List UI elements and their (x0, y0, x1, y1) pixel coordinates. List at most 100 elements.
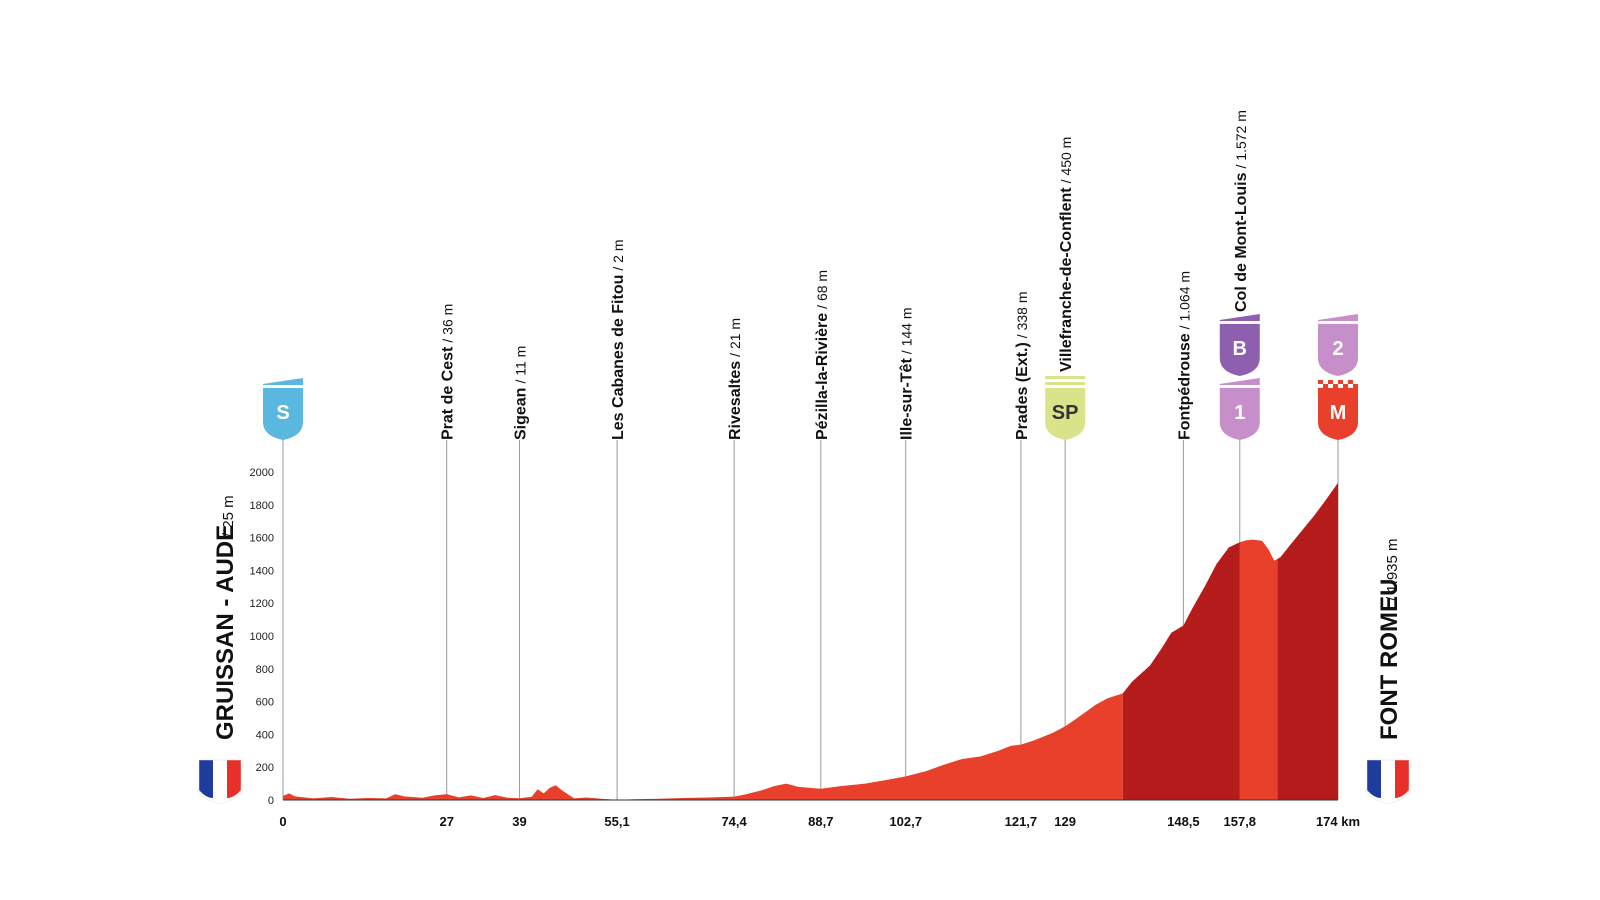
waypoint-label: Prat de Cest / 36 m (440, 304, 457, 440)
x-tick-label: 102,7 (889, 814, 922, 829)
waypoint-altitude: / 338 m (1014, 291, 1030, 338)
checker-square (1348, 380, 1353, 384)
badge-shield (1045, 388, 1086, 440)
profile-segment (283, 482, 1123, 800)
profile-segment (1277, 482, 1338, 800)
waypoint-label: Col de Mont-Louis / 1.572 m (1233, 110, 1250, 312)
waypoint-name: Ille-sur-Têt (899, 358, 916, 440)
waypoint-name: Prat de Cest (440, 346, 457, 440)
badge-label: S (276, 402, 289, 424)
badge-shield (1318, 388, 1358, 440)
checker-square (1343, 384, 1348, 388)
badge-start-icon: S (263, 378, 303, 440)
x-tick-label: 121,7 (1005, 814, 1038, 829)
x-tick-label: 74,4 (721, 814, 747, 829)
waypoint-altitude: / 11 m (512, 346, 528, 384)
y-tick-label: 1800 (250, 500, 274, 512)
start-altitude: / 25 m (220, 495, 237, 537)
checker-square (1353, 384, 1358, 388)
x-tick-label: 0 (279, 814, 286, 829)
waypoint-label: Sigean / 11 m (512, 346, 529, 440)
badge-label: M (1330, 402, 1347, 424)
x-tick-label: 88,7 (808, 814, 833, 829)
x-tick-label: 39 (512, 814, 526, 829)
y-tick-label: 1400 (250, 565, 274, 577)
y-tick-label: 800 (256, 664, 274, 676)
badge-flag (1219, 378, 1260, 385)
x-tick-label: 174 km (1316, 814, 1360, 829)
badge-shield (263, 388, 303, 440)
checker-square (1323, 384, 1328, 388)
profile-segment (1239, 482, 1278, 800)
badge-flag (1318, 314, 1358, 321)
start-label: GRUISSAN - AUDE / 25 m (212, 495, 239, 740)
checker-square (1333, 384, 1338, 388)
badge-shield (1318, 324, 1358, 376)
badge-climb1-icon: 2 (1318, 314, 1358, 376)
y-tick-label: 200 (256, 762, 274, 774)
badge-shield (1219, 324, 1260, 376)
x-tick-label: 129 (1054, 814, 1076, 829)
finish-name: FONT ROMEU (1376, 579, 1403, 740)
x-tick-label: 148,5 (1167, 814, 1200, 829)
y-tick-label: 1200 (250, 598, 274, 610)
finish-altitude: / 1.935 m (1384, 538, 1401, 601)
badge-shield (1219, 388, 1260, 440)
sprint-stripe (1045, 376, 1086, 379)
france-flag-icon (1366, 759, 1410, 805)
checker-square (1328, 380, 1333, 384)
badge-climb1-icon: 1 (1219, 378, 1260, 440)
waypoint-label: Prades (Ext.) / 338 m (1014, 291, 1031, 440)
y-tick-label: 1600 (250, 533, 274, 545)
waypoint-name: Col de Mont-Louis (1233, 172, 1250, 312)
waypoint-label: Villefranche-de-Conflent / 450 m (1058, 137, 1075, 372)
y-axis: 0 200 400 600 800 1000 1200 1400 1600 1800 2000 (250, 467, 274, 807)
y-tick-label: 2000 (250, 467, 274, 479)
waypoint-altitude: / 450 m (1058, 137, 1074, 184)
badge-label: 2 (1332, 338, 1343, 360)
badge-bonus-icon: B (1219, 314, 1260, 376)
waypoint-name: Les Cabanes de Fitou (610, 275, 627, 440)
sprint-stripe (1045, 382, 1086, 385)
waypoint-label: Pézilla-la-Rivière / 68 m (814, 270, 831, 440)
waypoint-altitude: / 1.572 m (1233, 110, 1249, 168)
badge-flag (263, 378, 303, 385)
y-tick-label: 1000 (250, 631, 274, 643)
waypoint-name: Fontpédrouse (1176, 333, 1193, 440)
waypoint-name: Sigean (512, 388, 529, 440)
badges: S SP 1 B M 2 (263, 314, 1358, 440)
badge-label: SP (1052, 402, 1079, 424)
checker-square (1338, 380, 1343, 384)
waypoint-name: Rivesaltes (727, 361, 744, 440)
waypoint-label: Rivesaltes / 21 m (727, 318, 744, 440)
waypoint-altitude: / 2 m (610, 240, 626, 271)
badge-label: 1 (1234, 402, 1245, 424)
waypoint-label: Fontpédrouse / 1.064 m (1176, 271, 1193, 440)
y-tick-label: 400 (256, 729, 274, 741)
badge-sprint-icon: SP (1045, 376, 1086, 440)
start-name: GRUISSAN - AUDE (212, 525, 239, 740)
badge-label: B (1233, 338, 1247, 360)
waypoint-name: Pézilla-la-Rivière (814, 313, 831, 440)
x-tick-label: 157,8 (1224, 814, 1257, 829)
x-axis: 0 27 39 55,1 74,4 88,7 102,7 121,7 129 148,5 157,8… (279, 799, 1360, 829)
waypoint-labels: Prat de Cest / 36 m Sigean / 11 m Les Cabane… (440, 110, 1250, 440)
waypoint-altitude: / 68 m (814, 270, 830, 309)
waypoint-label: Ille-sur-Têt / 144 m (899, 308, 916, 441)
france-flag-icon (198, 759, 242, 805)
x-tick-label: 55,1 (604, 814, 629, 829)
finish-label: FONT ROMEU / 1.935 m (1376, 538, 1403, 740)
waypoint-label: Les Cabanes de Fitou / 2 m (610, 240, 627, 441)
badge-flag (1219, 314, 1260, 321)
badge-finish-icon: M (1318, 380, 1358, 440)
waypoint-altitude: / 144 m (899, 308, 915, 355)
waypoint-name: Prades (Ext.) (1014, 342, 1031, 440)
x-tick-label: 27 (439, 814, 453, 829)
y-tick-label: 600 (256, 697, 274, 709)
waypoint-name: Villefranche-de-Conflent (1058, 187, 1075, 372)
waypoint-altitude: / 21 m (727, 318, 743, 357)
checker-square (1318, 380, 1323, 384)
y-tick-label: 0 (268, 795, 274, 807)
waypoint-altitude: / 36 m (440, 304, 456, 343)
